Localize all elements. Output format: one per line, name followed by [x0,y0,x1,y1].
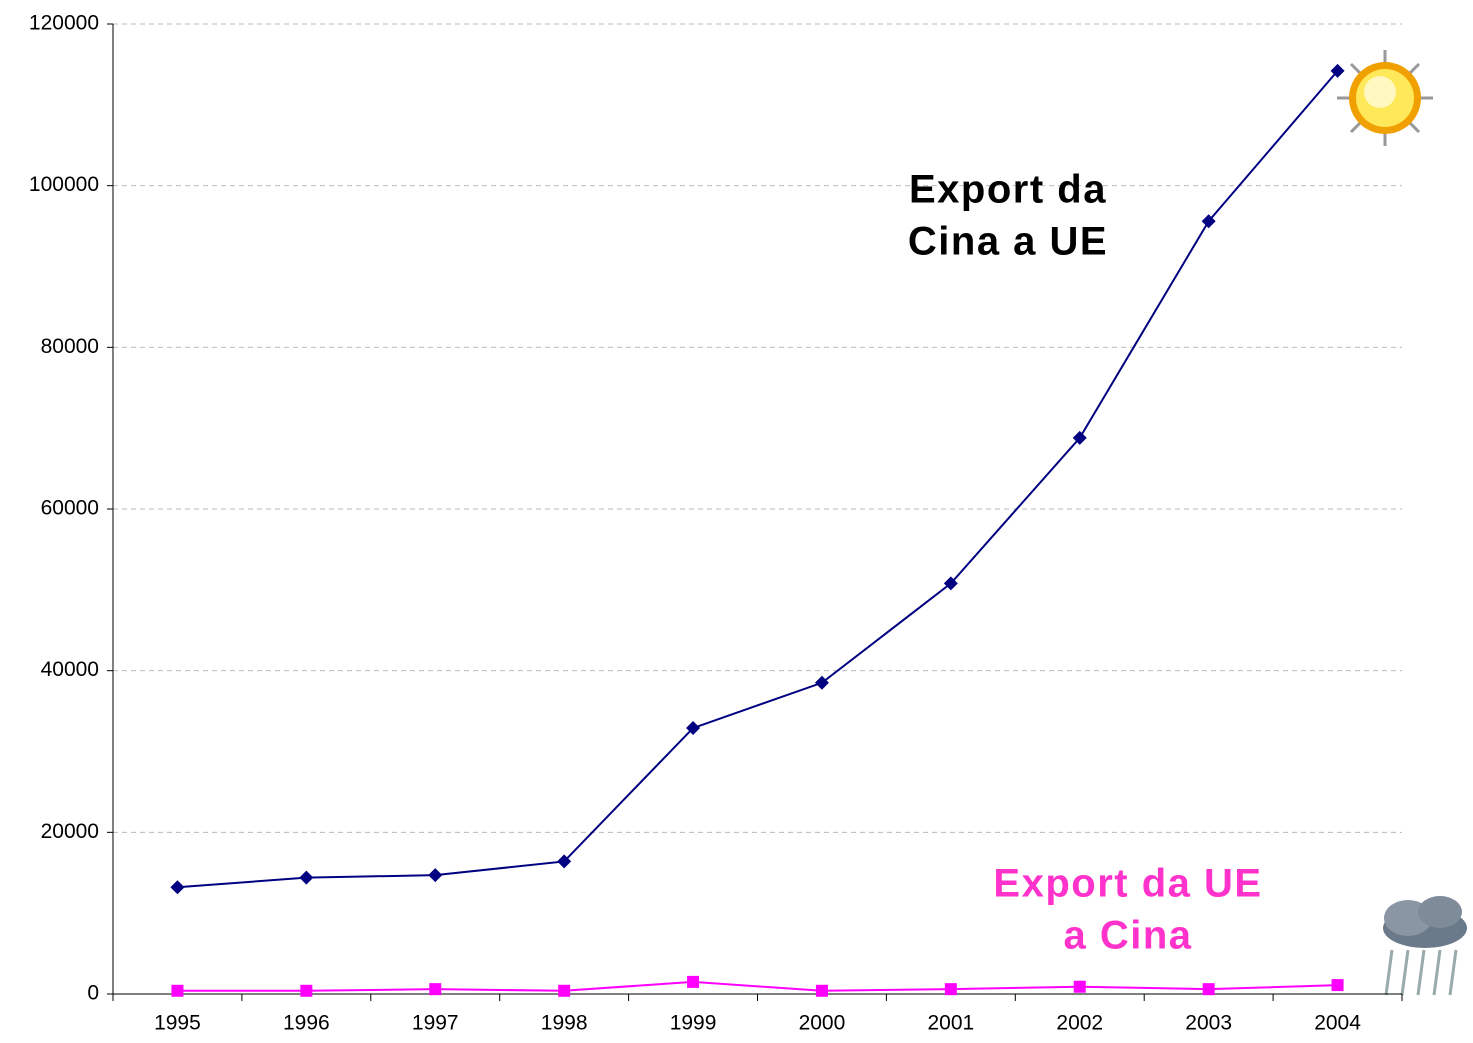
x-tick-label: 2004 [1314,1012,1361,1035]
marker [299,871,313,885]
y-tick-label: 60000 [41,497,99,520]
y-tick-label: 0 [87,982,99,1005]
y-tick-label: 80000 [41,335,99,358]
x-tick-label: 2001 [927,1012,974,1035]
x-tick-label: 2000 [799,1012,846,1035]
rain-icon [1383,896,1467,995]
marker [558,985,570,997]
x-tick-label: 1997 [412,1012,459,1035]
marker [171,985,183,997]
marker [945,983,957,995]
y-tick-label: 20000 [41,820,99,843]
x-tick-label: 2002 [1056,1012,1103,1035]
x-tick-label: 2003 [1185,1012,1232,1035]
x-tick-label: 1998 [541,1012,588,1035]
marker [170,880,184,894]
y-tick-label: 120000 [29,12,99,35]
annotation: Export da [909,168,1107,212]
series-line [177,982,1337,991]
annotation: a Cina [1063,914,1192,958]
marker [428,868,442,882]
marker [1074,981,1086,993]
chart: 0 20000 40000 60000 80000 100000 120000 1995 199… [0,0,1473,1043]
x-tick-label: 1996 [283,1012,330,1035]
sun-icon [1337,50,1433,146]
y-tick-label: 100000 [29,173,99,196]
marker [816,985,828,997]
annotation: Cina a UE [908,220,1108,264]
x-tick-label: 1999 [670,1012,717,1035]
marker [687,976,699,988]
marker [1332,979,1344,991]
series-line [177,71,1337,887]
annotation: Export da UE [993,862,1262,906]
marker [429,983,441,995]
x-tick-label: 1995 [154,1012,201,1035]
marker [1203,983,1215,995]
y-tick-label: 40000 [41,658,99,681]
marker [300,985,312,997]
